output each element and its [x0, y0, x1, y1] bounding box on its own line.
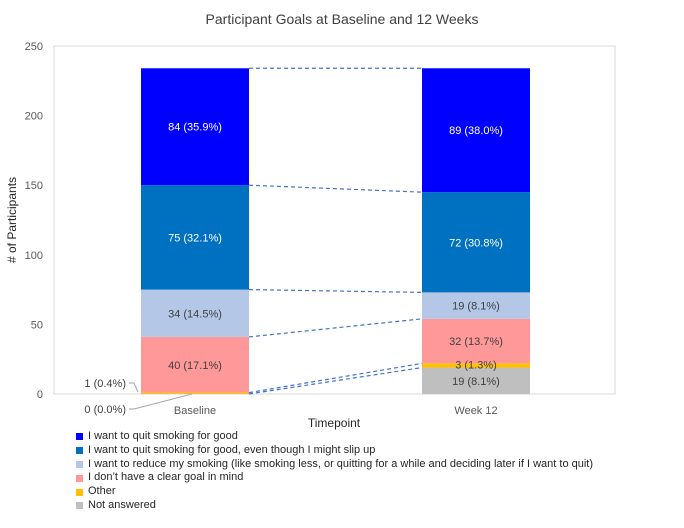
series-connector-line	[248, 318, 423, 338]
x-tick-label: Week 12	[454, 405, 497, 417]
bar-segment	[422, 363, 530, 368]
y-tick-label: 150	[25, 180, 43, 192]
legend-label: I want to quit smoking for good, even th…	[88, 443, 376, 456]
data-label: 19 (8.1%)	[452, 301, 500, 313]
y-tick-label: 50	[31, 319, 43, 331]
bar-segment	[141, 185, 249, 290]
y-tick-label: 250	[25, 41, 43, 53]
chart-title: Participant Goals at Baseline and 12 Wee…	[206, 11, 479, 27]
data-label: 75 (32.1%)	[168, 232, 222, 244]
bar-segment	[141, 336, 249, 393]
series-connector-line	[248, 184, 423, 193]
legend-item: I want to quit smoking for good, even th…	[76, 444, 593, 458]
y-tick-label: 100	[25, 250, 43, 262]
series-connector-line	[248, 366, 423, 395]
plot-frame	[53, 45, 616, 395]
data-label: 3 (1.3%)	[455, 359, 497, 371]
data-label: 32 (13.7%)	[449, 336, 503, 348]
y-tick-label: 0	[37, 389, 43, 401]
x-tick-label: Baseline	[174, 405, 216, 417]
legend-swatch	[76, 447, 83, 455]
bar-segment	[422, 192, 530, 293]
legend-label: Other	[88, 485, 116, 498]
x-axis-label: Timepoint	[308, 416, 361, 430]
bar-segment	[141, 392, 249, 394]
data-label: 84 (35.9%)	[168, 122, 222, 134]
bar-segment	[422, 292, 530, 319]
y-tick-label: 200	[25, 111, 43, 123]
data-label: 1 (0.4%)	[84, 378, 126, 390]
legend-item: I don’t have a clear goal in mind	[76, 471, 593, 485]
bar-segment	[141, 289, 249, 337]
legend-swatch	[76, 460, 83, 468]
legend-item: I want to reduce my smoking (like smokin…	[76, 458, 593, 472]
series-connector-line	[248, 362, 423, 394]
legend-swatch	[76, 488, 83, 496]
bar-segment	[422, 367, 530, 394]
legend-item: Other	[76, 485, 593, 499]
data-label: 40 (17.1%)	[168, 360, 222, 372]
y-axis-label: # of Participants	[5, 177, 19, 263]
data-label: 19 (8.1%)	[452, 376, 500, 388]
label-leader-line	[129, 393, 193, 410]
bar-segment	[141, 68, 249, 186]
label-leader-line	[129, 382, 139, 393]
series-connector-line	[248, 289, 423, 293]
data-label: 34 (14.5%)	[168, 308, 222, 320]
bar-segment	[422, 318, 530, 364]
data-label: 0 (0.0%)	[84, 404, 126, 416]
legend-label: I want to reduce my smoking (like smokin…	[88, 457, 594, 470]
legend: I want to quit smoking for good I want t…	[76, 430, 593, 513]
legend-swatch	[76, 433, 83, 441]
bar-segment	[422, 68, 530, 193]
legend-item: Not answered	[76, 499, 593, 513]
legend-swatch	[76, 474, 83, 482]
data-label: 89 (38.0%)	[449, 125, 503, 137]
legend-label: Not answered	[88, 498, 156, 511]
legend-label: I want to quit smoking for good	[88, 430, 238, 442]
data-label: 72 (30.8%)	[449, 237, 503, 249]
legend-swatch	[76, 502, 83, 510]
legend-label: I don’t have a clear goal in mind	[88, 471, 244, 484]
legend-item: I want to quit smoking for good	[76, 430, 593, 444]
